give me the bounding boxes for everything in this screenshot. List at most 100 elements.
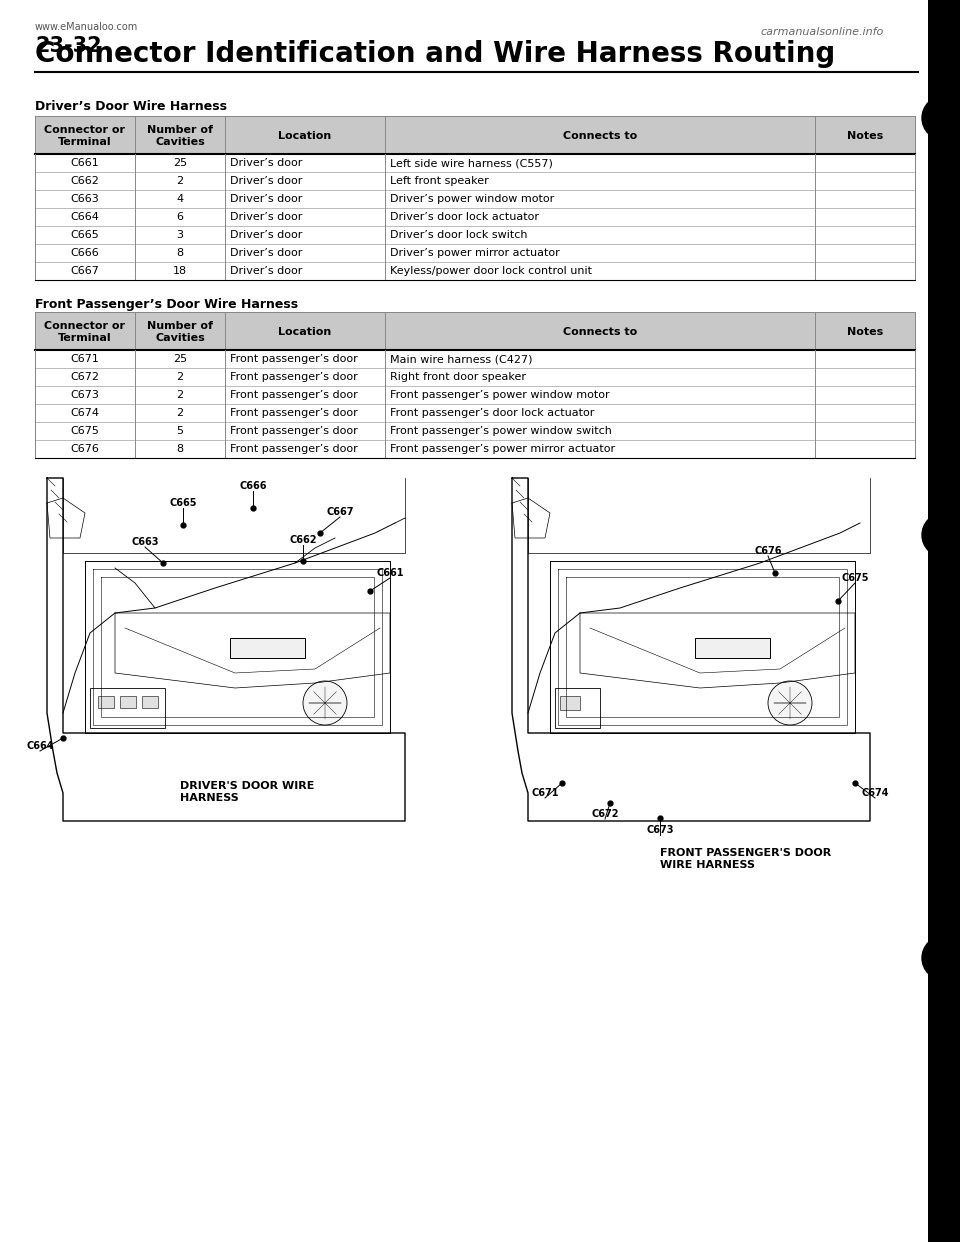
Text: C663: C663	[132, 537, 158, 546]
Text: Location: Location	[278, 327, 331, 337]
Circle shape	[303, 681, 347, 725]
Text: C666: C666	[239, 481, 267, 491]
Text: Driver’s door: Driver’s door	[230, 266, 302, 276]
Text: Front passenger’s door: Front passenger’s door	[230, 426, 358, 436]
Text: Front passenger’s door: Front passenger’s door	[230, 390, 358, 400]
Text: C671: C671	[71, 354, 100, 364]
Text: 3: 3	[177, 230, 183, 240]
Bar	[35, 312, 915, 350]
Bar	[35, 190, 915, 207]
Text: C672: C672	[591, 809, 619, 818]
Bar	[35, 116, 915, 279]
Bar	[35, 422, 915, 440]
Text: Keyless/power door lock control unit: Keyless/power door lock control unit	[390, 266, 592, 276]
Circle shape	[922, 96, 960, 140]
Bar	[35, 207, 915, 226]
Text: Driver’s door: Driver’s door	[230, 248, 302, 258]
Text: C664: C664	[26, 741, 54, 751]
Text: Connector Identification and Wire Harness Routing: Connector Identification and Wire Harnes…	[35, 40, 835, 68]
Bar	[90, 688, 165, 728]
Text: C666: C666	[71, 248, 100, 258]
Text: C675: C675	[841, 573, 869, 582]
Bar	[555, 688, 600, 728]
Text: C661: C661	[71, 158, 100, 168]
Bar	[35, 368, 915, 386]
Text: C673: C673	[71, 390, 100, 400]
Text: Front passenger’s power window switch: Front passenger’s power window switch	[390, 426, 612, 436]
Text: 2: 2	[177, 176, 183, 186]
Bar	[35, 312, 915, 458]
Text: Left front speaker: Left front speaker	[390, 176, 489, 186]
Bar	[35, 243, 915, 262]
Text: C663: C663	[71, 194, 100, 204]
Text: 4: 4	[177, 194, 183, 204]
Text: C662: C662	[289, 535, 317, 545]
Text: Driver’s door: Driver’s door	[230, 230, 302, 240]
Bar	[35, 154, 915, 171]
Bar	[35, 262, 915, 279]
Text: C664: C664	[71, 212, 100, 222]
Text: 25: 25	[173, 158, 187, 168]
Circle shape	[768, 681, 812, 725]
Bar	[98, 696, 114, 708]
Text: 8: 8	[177, 443, 183, 455]
Text: Front passenger’s door: Front passenger’s door	[230, 354, 358, 364]
Text: Left side wire harness (C557): Left side wire harness (C557)	[390, 158, 553, 168]
Text: Number of
Cavities: Number of Cavities	[147, 125, 213, 147]
Text: Location: Location	[278, 130, 331, 142]
Text: Driver’s door: Driver’s door	[230, 176, 302, 186]
Text: Driver’s power mirror actuator: Driver’s power mirror actuator	[390, 248, 560, 258]
Bar	[230, 638, 305, 658]
Bar	[35, 350, 915, 368]
Text: C665: C665	[71, 230, 100, 240]
Text: Front Passenger’s Door Wire Harness: Front Passenger’s Door Wire Harness	[35, 298, 299, 310]
Text: Connects to: Connects to	[563, 327, 637, 337]
Circle shape	[922, 513, 960, 556]
Text: C662: C662	[71, 176, 100, 186]
Text: Front passenger’s door: Front passenger’s door	[230, 409, 358, 419]
Bar	[35, 226, 915, 243]
Text: C676: C676	[71, 443, 100, 455]
Text: Driver’s door: Driver’s door	[230, 158, 302, 168]
Text: Connector or
Terminal: Connector or Terminal	[44, 125, 126, 147]
Text: Number of
Cavities: Number of Cavities	[147, 322, 213, 343]
Text: Notes: Notes	[847, 327, 883, 337]
Text: C676: C676	[755, 546, 781, 556]
Text: Driver’s Door Wire Harness: Driver’s Door Wire Harness	[35, 101, 227, 113]
Text: C674: C674	[861, 787, 889, 799]
Bar	[695, 638, 770, 658]
Text: DRIVER'S DOOR WIRE
HARNESS: DRIVER'S DOOR WIRE HARNESS	[180, 781, 314, 802]
Text: Connector or
Terminal: Connector or Terminal	[44, 322, 126, 343]
Text: Driver’s door: Driver’s door	[230, 194, 302, 204]
Text: C672: C672	[70, 373, 100, 383]
Text: Front passenger’s door lock actuator: Front passenger’s door lock actuator	[390, 409, 594, 419]
Text: C671: C671	[531, 787, 559, 799]
Text: Driver’s power window motor: Driver’s power window motor	[390, 194, 554, 204]
Text: 25: 25	[173, 354, 187, 364]
Bar	[35, 171, 915, 190]
Text: Driver’s door lock actuator: Driver’s door lock actuator	[390, 212, 539, 222]
Text: Front passenger’s power window motor: Front passenger’s power window motor	[390, 390, 610, 400]
Text: Connects to: Connects to	[563, 130, 637, 142]
Text: 5: 5	[177, 426, 183, 436]
Bar	[35, 440, 915, 458]
Text: Driver’s door lock switch: Driver’s door lock switch	[390, 230, 527, 240]
Text: C667: C667	[71, 266, 100, 276]
Bar	[35, 386, 915, 404]
Text: www.eManualoo.com: www.eManualoo.com	[35, 22, 138, 32]
Text: 23-32: 23-32	[35, 36, 102, 56]
Bar	[35, 116, 915, 154]
Text: C661: C661	[376, 568, 404, 578]
Circle shape	[922, 936, 960, 980]
Bar	[120, 696, 136, 708]
Text: C665: C665	[169, 498, 197, 508]
Text: carmanualsonline.info: carmanualsonline.info	[760, 27, 883, 37]
Text: 8: 8	[177, 248, 183, 258]
Text: C675: C675	[71, 426, 100, 436]
Text: Notes: Notes	[847, 130, 883, 142]
Text: 2: 2	[177, 373, 183, 383]
Text: 2: 2	[177, 409, 183, 419]
Text: C667: C667	[326, 507, 353, 517]
Bar	[560, 696, 580, 710]
Text: Main wire harness (C427): Main wire harness (C427)	[390, 354, 533, 364]
